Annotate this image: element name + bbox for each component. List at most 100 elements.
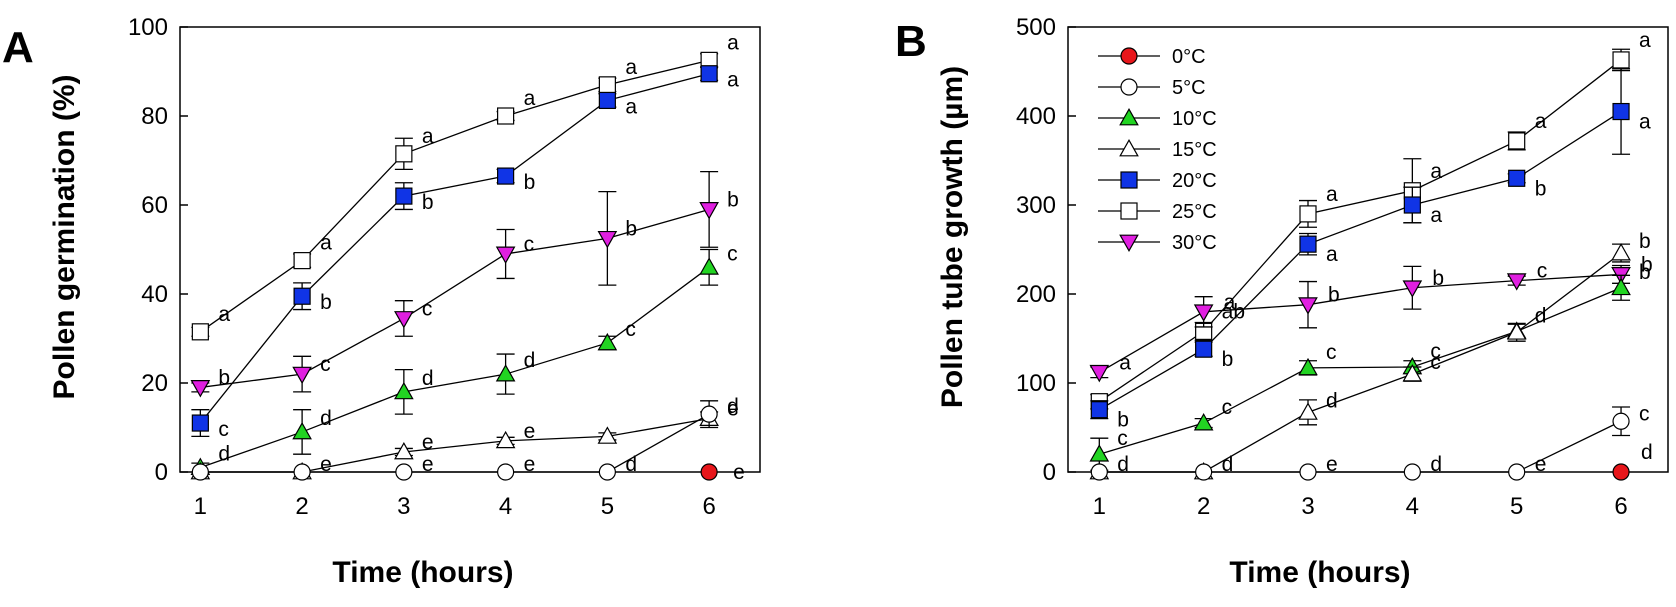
- significance-letter: a: [727, 69, 739, 92]
- significance-letter: b: [422, 191, 434, 214]
- y-tick-label: 100: [1016, 370, 1056, 397]
- significance-letter: d: [1535, 304, 1547, 327]
- significance-letter: a: [1639, 29, 1651, 52]
- x-tick-label: 1: [1093, 493, 1106, 520]
- significance-letter: d: [1430, 453, 1442, 476]
- data-point: [1508, 132, 1526, 150]
- significance-letter: d: [1326, 389, 1338, 412]
- data-point: [1403, 196, 1421, 214]
- data-point: [700, 65, 718, 83]
- data-point: [1612, 51, 1630, 69]
- data-point: [1612, 412, 1630, 430]
- data-point: [1611, 277, 1631, 296]
- series-line: [200, 208, 710, 389]
- data-point: [191, 414, 209, 432]
- series-a-0C: e: [700, 461, 745, 484]
- data-point: [497, 167, 515, 185]
- x-tick-label: 5: [1510, 493, 1523, 520]
- data-point: [1195, 463, 1213, 481]
- significance-letter: d: [1222, 453, 1234, 476]
- significance-letter: c: [1117, 427, 1128, 450]
- y-tick-label: 100: [128, 14, 168, 41]
- data-point: [1612, 102, 1630, 121]
- significance-letter: c: [1537, 260, 1548, 283]
- significance-letter: e: [727, 398, 739, 421]
- legend-item-5C: 5°C: [1098, 77, 1206, 99]
- y-tick-label: 200: [1016, 281, 1056, 308]
- significance-letter: b: [524, 171, 536, 194]
- series-b-20C: b b a a b a: [1090, 68, 1651, 432]
- significance-letter: d: [1641, 441, 1653, 464]
- series-line: [200, 266, 710, 469]
- data-point: [1090, 401, 1108, 419]
- significance-letter: a: [1430, 204, 1442, 227]
- data-point: [1193, 413, 1214, 431]
- data-point: [497, 463, 515, 481]
- data-point: [394, 381, 414, 400]
- significance-letter: a: [1639, 111, 1651, 134]
- significance-letter: d: [625, 453, 637, 476]
- legend-label: 30°C: [1172, 232, 1217, 254]
- legend-label: 20°C: [1172, 170, 1217, 192]
- significance-letter: d: [1117, 453, 1129, 476]
- legend-label: 10°C: [1172, 108, 1217, 130]
- significance-letter: b: [1641, 253, 1653, 276]
- data-point: [700, 463, 718, 481]
- data-point: [495, 364, 516, 382]
- legend-item-25C: 25°C: [1098, 201, 1217, 223]
- significance-letter: c: [524, 233, 535, 256]
- significance-letter: b: [320, 291, 332, 314]
- series-a-15C: e ee: [190, 398, 739, 480]
- panel-b-ylabel: Pollen tube growth (µm): [936, 66, 969, 408]
- significance-letter: c: [625, 318, 636, 341]
- data-point: [1299, 463, 1317, 481]
- data-point: [495, 246, 516, 264]
- y-tick-label: 40: [141, 281, 168, 308]
- significance-letter: c: [1430, 340, 1441, 363]
- data-point: [1298, 297, 1318, 315]
- x-tick-label: 2: [295, 493, 308, 520]
- data-point: [191, 323, 209, 341]
- x-tick-label: 5: [601, 493, 614, 520]
- significance-letter: a: [1224, 291, 1236, 314]
- significance-letter: c: [1639, 402, 1650, 425]
- data-point: [395, 463, 413, 481]
- data-point: [293, 287, 311, 305]
- x-tick-label: 2: [1197, 493, 1210, 520]
- series-a-20C: c b b b a a: [191, 65, 739, 441]
- significance-letter: a: [625, 56, 637, 79]
- significance-letter: e: [320, 453, 332, 476]
- y-tick-label: 0: [155, 459, 168, 486]
- series-line: [1098, 273, 1622, 373]
- data-point: [598, 91, 616, 110]
- y-tick-label: 80: [141, 103, 168, 130]
- data-point: [292, 421, 312, 440]
- significance-letter: a: [1535, 110, 1547, 133]
- panel-b-xlabel: Time (hours): [1229, 556, 1410, 589]
- data-point: [1089, 444, 1110, 462]
- significance-letter: b: [218, 366, 230, 389]
- legend-label: 25°C: [1172, 201, 1217, 223]
- significance-letter: a: [1119, 351, 1131, 374]
- data-point: [293, 252, 311, 270]
- data-point: [699, 257, 719, 275]
- significance-letter: b: [1117, 409, 1129, 432]
- significance-letter: d: [422, 367, 434, 390]
- data-point: [699, 202, 719, 220]
- panel-b: B Pollen tube growth (µm) Time (hours) 0…: [895, 14, 1669, 589]
- significance-letter: b: [1535, 177, 1547, 200]
- significance-letter: a: [422, 125, 434, 148]
- legend-item-20C: 20°C: [1098, 170, 1217, 192]
- data-point: [191, 463, 209, 481]
- significance-letter: b: [1222, 348, 1234, 371]
- significance-letter: a: [320, 232, 332, 255]
- significance-letter: a: [625, 95, 637, 118]
- data-point: [1611, 243, 1631, 261]
- significance-letter: e: [733, 461, 745, 484]
- significance-letter: a: [524, 87, 536, 110]
- data-point: [497, 107, 515, 125]
- panel-a-plot-frame: [179, 26, 761, 473]
